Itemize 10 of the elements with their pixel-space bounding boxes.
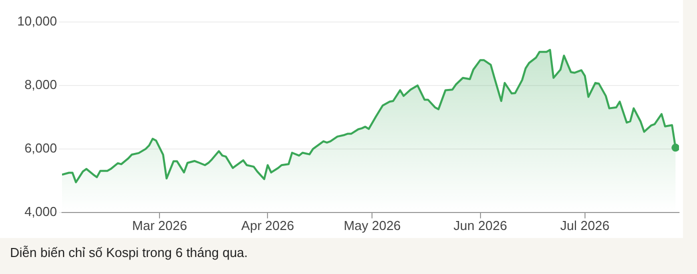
text: Diễn biến chỉ số Kospi trong 6 tháng qua. — [10, 245, 248, 260]
x-tick-label: Apr 2026 — [241, 218, 294, 233]
y-tick-label: 6,000 — [24, 140, 57, 156]
x-tick-label: May 2026 — [344, 218, 401, 233]
x-tick-label: Mar 2026 — [132, 218, 188, 233]
y-tick-label: 8,000 — [24, 77, 57, 92]
y-tick-label: 4,000 — [24, 204, 57, 219]
x-tick-label: Jul 2026 — [560, 218, 610, 233]
x-tick-label: Jun 2026 — [454, 218, 508, 233]
y-tick-label: 10,000 — [17, 14, 57, 29]
